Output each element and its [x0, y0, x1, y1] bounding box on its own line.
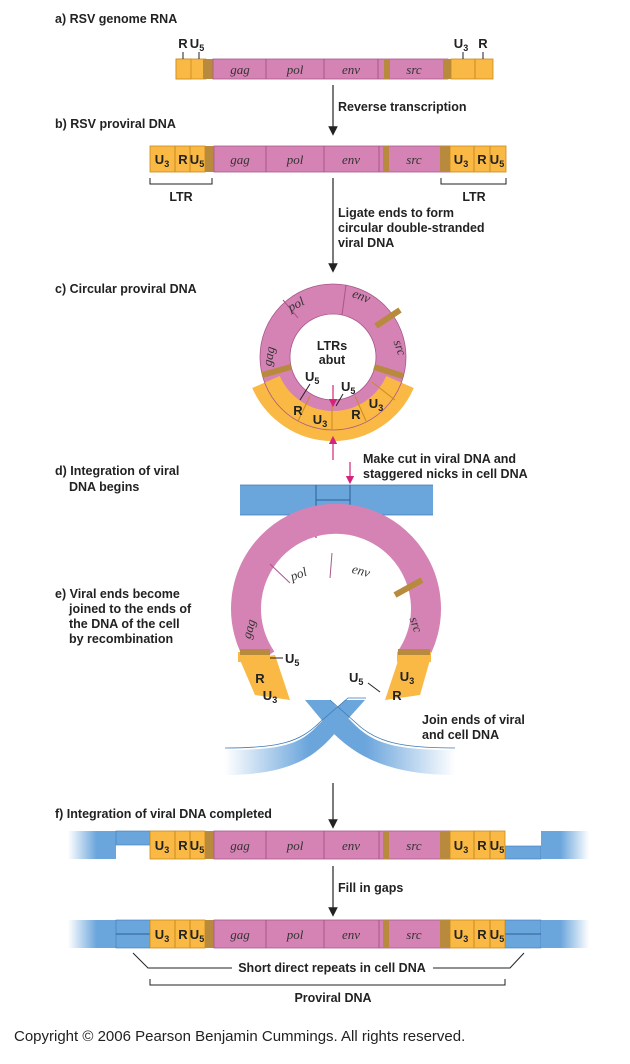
svg-text:R: R: [178, 36, 188, 51]
svg-text:U5: U5: [190, 152, 204, 169]
svg-text:gag: gag: [239, 617, 259, 640]
svg-text:env: env: [342, 838, 360, 853]
step-ligate-2: circular double-stranded: [338, 221, 485, 235]
svg-text:gag: gag: [259, 345, 277, 367]
svg-text:R: R: [178, 838, 188, 853]
svg-text:R: R: [478, 36, 488, 51]
step-join-1: Join ends of viral: [422, 713, 525, 727]
svg-text:U5: U5: [190, 927, 204, 944]
panel-d-title-1: d) Integration of viral: [55, 464, 179, 478]
svg-text:R: R: [178, 927, 188, 942]
panel-c-title: c) Circular proviral DNA: [55, 282, 197, 296]
svg-text:U3: U3: [369, 396, 383, 413]
svg-text:U3: U3: [155, 152, 169, 169]
svg-text:env: env: [350, 286, 372, 306]
svg-text:U3: U3: [155, 927, 169, 944]
integrated-provirus-final: U3 R U5 gag pol env src U3 R U5 Short di…: [68, 919, 589, 1005]
svg-text:R: R: [477, 927, 487, 942]
step-cut-1: Make cut in viral DNA and: [363, 452, 516, 466]
svg-text:U3: U3: [263, 688, 277, 705]
svg-text:R: R: [351, 407, 361, 422]
svg-text:env: env: [342, 927, 360, 942]
svg-text:U3: U3: [454, 152, 468, 169]
viral-cell-recombination: pol env gag src R U3 R U3 U5 U5: [224, 503, 456, 775]
svg-text:pol: pol: [286, 927, 304, 942]
svg-text:U5: U5: [305, 369, 319, 386]
gene-pol: pol: [286, 62, 304, 77]
panel-e-title-1: e) Viral ends become: [55, 587, 180, 601]
svg-text:gag: gag: [230, 927, 250, 942]
panel-f-title: f) Integration of viral DNA completed: [55, 807, 272, 821]
svg-text:U5: U5: [490, 152, 504, 169]
svg-text:env: env: [351, 561, 373, 580]
svg-text:U3: U3: [454, 838, 468, 855]
svg-text:U5: U5: [341, 379, 355, 396]
rsv-proviral-dna: U3 R U5 gag pol env src U3 R U5 LTR LTR: [149, 145, 507, 204]
svg-text:pol: pol: [284, 293, 307, 315]
svg-text:src: src: [406, 838, 422, 853]
svg-text:U3: U3: [454, 927, 468, 944]
panel-e-title-4: by recombination: [69, 632, 173, 646]
svg-text:R: R: [293, 403, 303, 418]
svg-text:U3: U3: [155, 838, 169, 855]
panel-e-title-2: joined to the ends of: [68, 602, 192, 616]
svg-text:U5: U5: [190, 838, 204, 855]
step-ligate-3: viral DNA: [338, 236, 394, 250]
integrated-provirus-gapped: U3 R U5 gag pol env src U3 R U5: [68, 830, 589, 860]
svg-text:gag: gag: [230, 838, 250, 853]
ltrs-abut-2: abut: [319, 353, 346, 367]
svg-text:src: src: [406, 927, 422, 942]
proviral-dna-label: Proviral DNA: [294, 991, 371, 1005]
svg-text:U5: U5: [190, 36, 204, 53]
svg-text:pol: pol: [287, 564, 309, 584]
step-ligate-1: Ligate ends to form: [338, 206, 454, 220]
svg-text:U3: U3: [400, 669, 414, 686]
short-direct-repeats-label: Short direct repeats in cell DNA: [238, 961, 426, 975]
svg-text:U5: U5: [490, 838, 504, 855]
svg-text:env: env: [342, 152, 360, 167]
svg-text:R: R: [477, 152, 487, 167]
svg-text:pol: pol: [286, 152, 304, 167]
panel-e-title-3: the DNA of the cell: [69, 617, 180, 631]
svg-text:U5: U5: [349, 670, 363, 687]
svg-text:U5: U5: [490, 927, 504, 944]
gene-env: env: [342, 62, 360, 77]
ltrs-abut-1: LTRs: [317, 339, 347, 353]
svg-text:R: R: [477, 838, 487, 853]
svg-text:R: R: [255, 671, 265, 686]
panel-b-title: b) RSV proviral DNA: [55, 117, 176, 131]
panel-a-title: a) RSV genome RNA: [55, 12, 177, 26]
svg-text:R: R: [178, 152, 188, 167]
gene-gag: gag: [230, 62, 250, 77]
svg-text:gag: gag: [230, 152, 250, 167]
rsv-genome-rna: gag pol env src R U5 U3 R: [175, 36, 494, 80]
step-reverse-transcription: Reverse transcription: [338, 100, 467, 114]
ltr-right-label: LTR: [462, 190, 485, 204]
panel-d-title-2: DNA begins: [69, 480, 139, 494]
circular-proviral-dna: pol env gag src R U3 R U3 U5 U5 LTRs abu…: [252, 283, 414, 460]
step-join-2: and cell DNA: [422, 728, 499, 742]
svg-text:U3: U3: [313, 412, 327, 429]
copyright-text: Copyright © 2006 Pearson Benjamin Cummin…: [14, 1028, 465, 1045]
svg-text:src: src: [407, 615, 426, 635]
svg-text:U3: U3: [454, 36, 468, 53]
gene-src: src: [406, 62, 422, 77]
ltr-left-label: LTR: [169, 190, 192, 204]
svg-text:pol: pol: [286, 838, 304, 853]
step-fill-gaps: Fill in gaps: [338, 881, 403, 895]
svg-text:R: R: [392, 688, 402, 703]
svg-text:U5: U5: [285, 651, 299, 668]
step-cut-2: staggered nicks in cell DNA: [363, 467, 528, 481]
svg-text:src: src: [391, 338, 410, 358]
svg-text:src: src: [406, 152, 422, 167]
